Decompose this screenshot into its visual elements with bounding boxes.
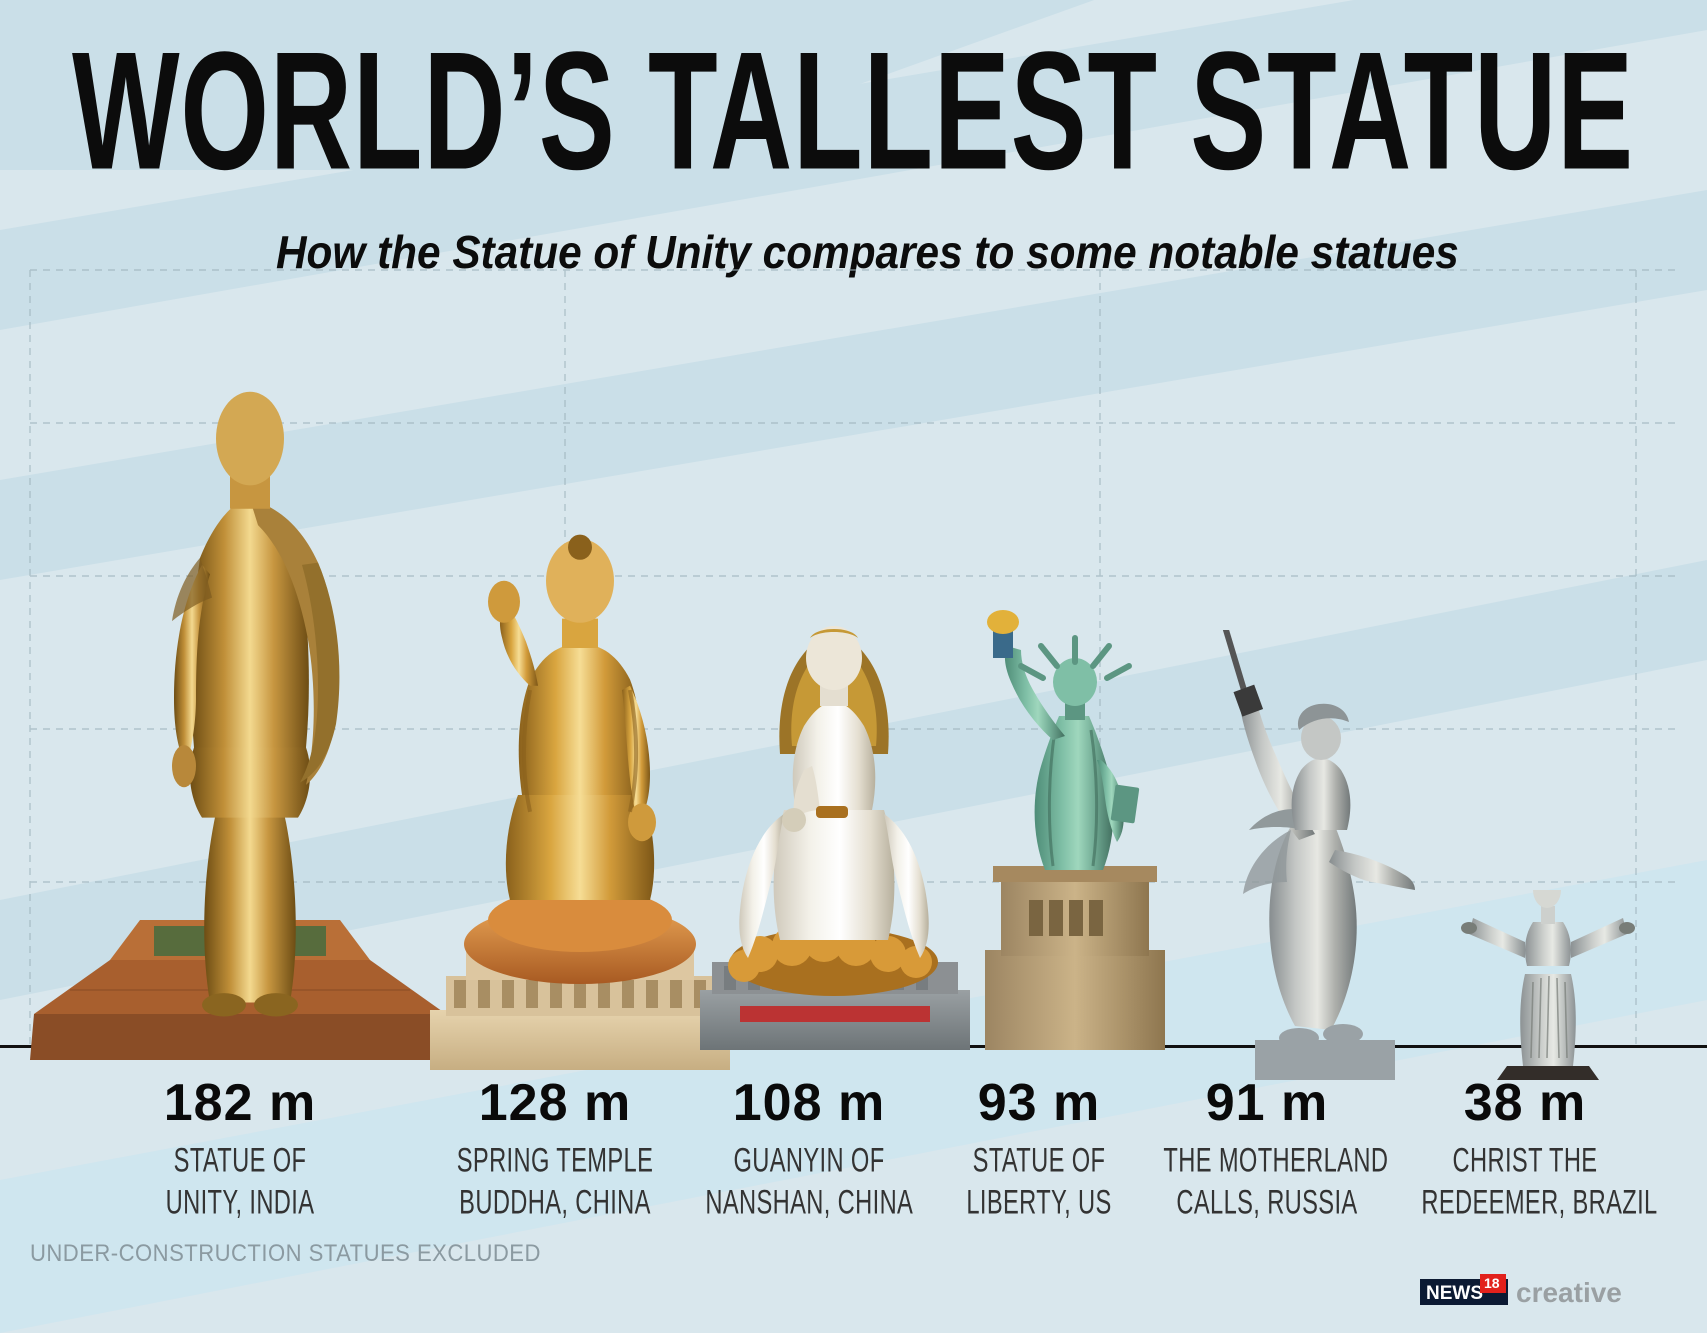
svg-text:NEWS: NEWS: [1426, 1283, 1483, 1304]
svg-text:18: 18: [1484, 1275, 1500, 1291]
svg-text:creative: creative: [1516, 1277, 1622, 1308]
